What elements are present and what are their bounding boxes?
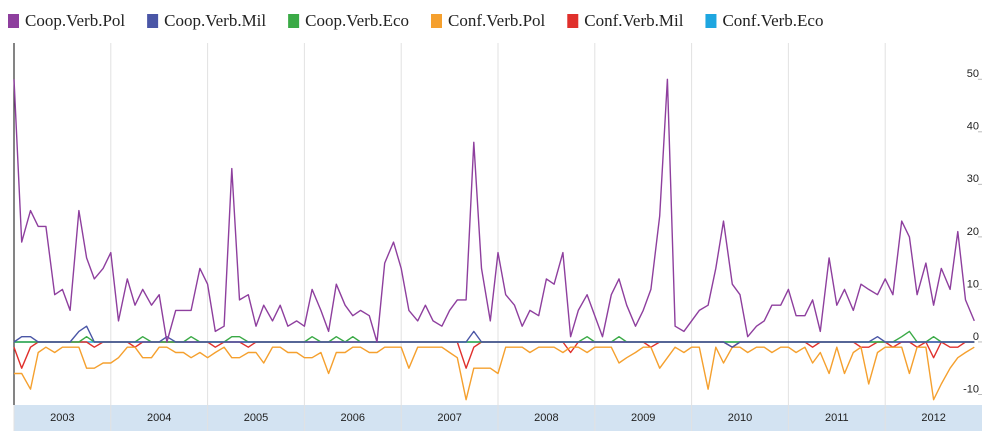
legend-label: Conf.Verb.Pol bbox=[448, 11, 546, 30]
series-line bbox=[14, 346, 975, 401]
y-tick-label: 40 bbox=[967, 121, 979, 133]
legend-label: Conf.Verb.Eco bbox=[722, 11, 823, 30]
x-tick-label: 2011 bbox=[825, 412, 849, 424]
legend-swatch bbox=[8, 14, 19, 28]
x-tick-label: 2009 bbox=[631, 412, 655, 424]
y-tick-label: -10 bbox=[963, 383, 979, 395]
legend-swatch bbox=[705, 14, 717, 28]
x-tick-label: 2003 bbox=[50, 412, 74, 424]
legend-swatch bbox=[147, 14, 159, 28]
legend-label: Coop.Verb.Eco bbox=[305, 11, 409, 30]
y-tick-label: 20 bbox=[967, 226, 979, 238]
y-tick-label: 30 bbox=[967, 173, 979, 185]
x-tick-label: 2007 bbox=[437, 412, 461, 424]
legend: Coop.Verb.Pol Coop.Verb.Mil Coop.Verb.Eco C… bbox=[8, 11, 823, 30]
legend-swatch bbox=[567, 14, 579, 28]
x-tick-label: 2006 bbox=[341, 412, 365, 424]
legend-label: Conf.Verb.Mil bbox=[584, 11, 683, 30]
series-line bbox=[13, 78, 975, 343]
y-tick-label: 50 bbox=[967, 68, 979, 80]
series-line bbox=[13, 341, 975, 369]
legend-swatch bbox=[288, 14, 300, 28]
legend-swatch bbox=[431, 14, 442, 28]
y-tick-label: 10 bbox=[967, 278, 979, 290]
x-tick-label: 2008 bbox=[534, 412, 558, 424]
legend-label: Coop.Verb.Pol bbox=[25, 11, 125, 30]
x-tick-label: 2005 bbox=[244, 412, 268, 424]
series-line bbox=[13, 325, 975, 348]
x-tick-label: 2004 bbox=[147, 412, 171, 424]
series-line bbox=[14, 330, 975, 343]
legend-label: Coop.Verb.Mil bbox=[164, 11, 266, 30]
x-tick-label: 2012 bbox=[921, 412, 945, 424]
x-tick-label: 2010 bbox=[728, 412, 752, 424]
y-tick-label: 0 bbox=[973, 331, 979, 343]
